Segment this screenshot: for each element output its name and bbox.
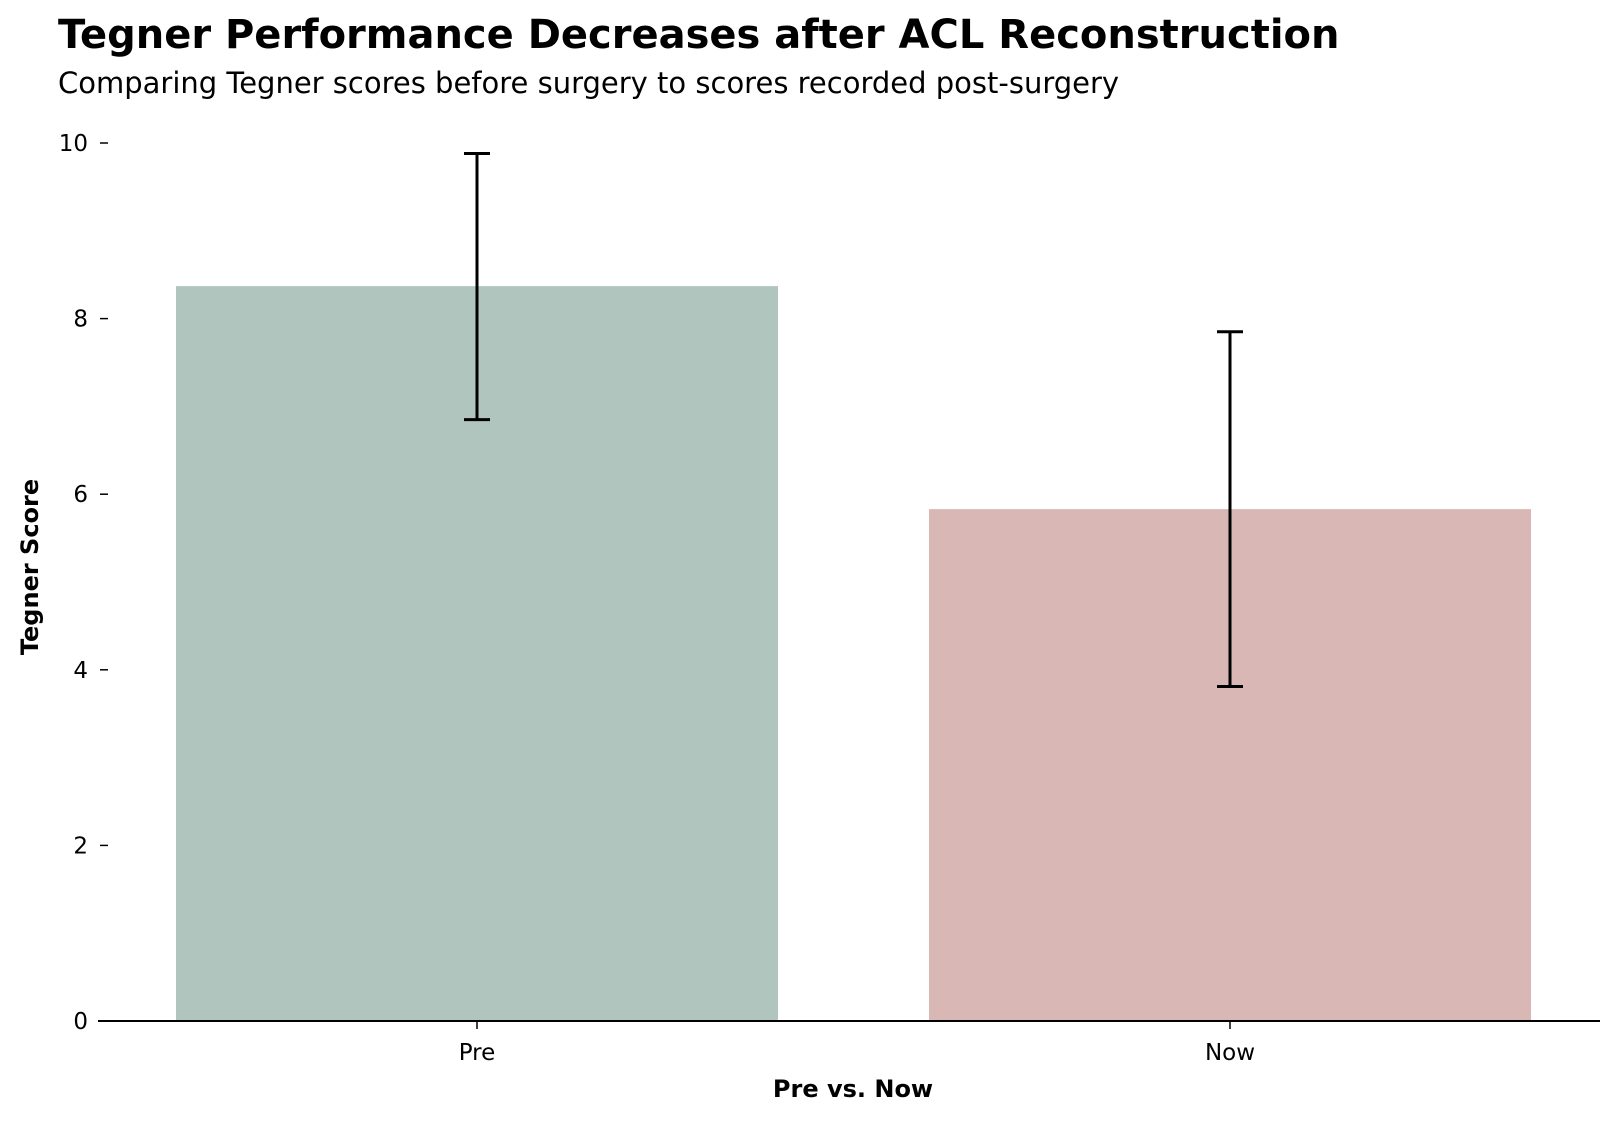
x-tick-label: Pre xyxy=(459,1040,496,1066)
y-tick-label: 2 xyxy=(73,833,88,859)
bars-group xyxy=(176,286,1531,1021)
y-axis-ticks: 0 2 4 6 8 10 xyxy=(59,131,108,1035)
x-axis-ticks: Pre Now xyxy=(459,1021,1255,1066)
chart-subtitle: Comparing Tegner scores before surgery t… xyxy=(58,66,1120,100)
y-tick-label: 0 xyxy=(73,1009,88,1035)
y-axis-label: Tegner Score xyxy=(16,479,44,655)
y-tick-label: 10 xyxy=(59,131,88,157)
x-axis-label: Pre vs. Now xyxy=(773,1075,933,1103)
error-bars-group xyxy=(464,152,1243,688)
y-tick-label: 4 xyxy=(73,658,88,684)
chart-title: Tegner Performance Decreases after ACL R… xyxy=(58,12,1340,58)
x-tick-label: Now xyxy=(1205,1040,1255,1066)
y-tick-label: 8 xyxy=(73,307,88,333)
y-tick-label: 6 xyxy=(73,482,88,508)
